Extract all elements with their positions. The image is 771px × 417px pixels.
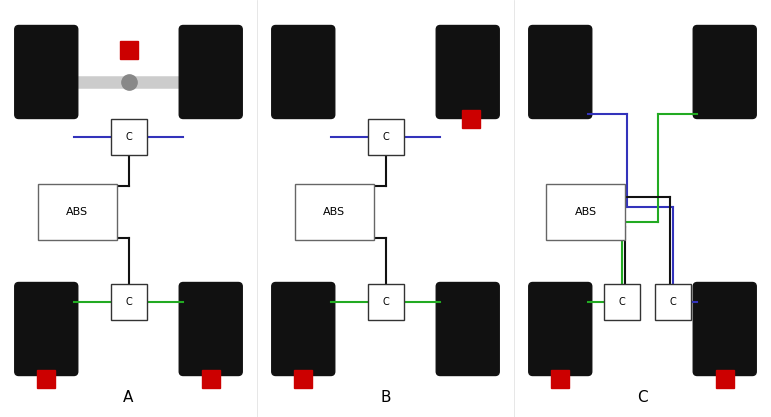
Bar (462, 110, 480, 128)
FancyBboxPatch shape (436, 25, 500, 118)
Bar (37, 370, 56, 388)
FancyBboxPatch shape (15, 25, 78, 118)
Text: C: C (637, 390, 648, 405)
FancyBboxPatch shape (368, 119, 403, 155)
FancyBboxPatch shape (368, 284, 403, 320)
Bar (551, 370, 569, 388)
FancyBboxPatch shape (295, 184, 374, 240)
FancyBboxPatch shape (655, 284, 692, 320)
FancyBboxPatch shape (38, 184, 116, 240)
FancyBboxPatch shape (271, 25, 335, 118)
FancyBboxPatch shape (529, 282, 592, 375)
Bar (295, 370, 312, 388)
Text: C: C (382, 297, 389, 307)
FancyBboxPatch shape (110, 119, 146, 155)
FancyBboxPatch shape (179, 282, 242, 375)
Bar (120, 41, 137, 59)
Text: C: C (125, 297, 132, 307)
FancyBboxPatch shape (271, 282, 335, 375)
FancyBboxPatch shape (693, 25, 756, 118)
Text: B: B (380, 390, 391, 405)
FancyBboxPatch shape (436, 282, 500, 375)
Text: C: C (382, 132, 389, 142)
FancyBboxPatch shape (547, 184, 625, 240)
Text: C: C (125, 132, 132, 142)
FancyBboxPatch shape (693, 282, 756, 375)
Bar (202, 370, 220, 388)
Text: ABS: ABS (66, 207, 88, 217)
Text: A: A (123, 390, 133, 405)
Text: ABS: ABS (575, 207, 597, 217)
FancyBboxPatch shape (15, 282, 78, 375)
FancyBboxPatch shape (179, 25, 242, 118)
Text: C: C (670, 297, 677, 307)
FancyBboxPatch shape (529, 25, 592, 118)
Bar (715, 370, 734, 388)
FancyBboxPatch shape (110, 284, 146, 320)
Text: C: C (618, 297, 625, 307)
FancyBboxPatch shape (604, 284, 640, 320)
Text: ABS: ABS (323, 207, 345, 217)
